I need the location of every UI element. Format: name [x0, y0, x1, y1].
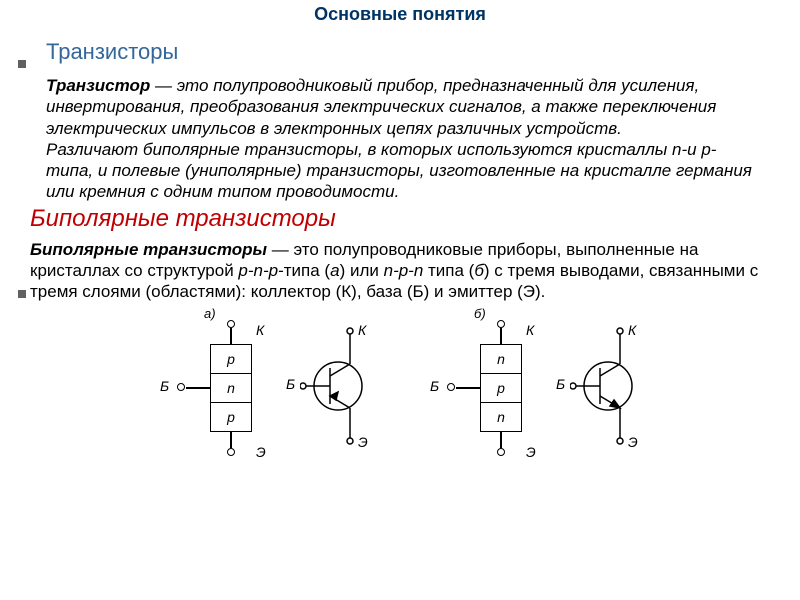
section-title: Транзисторы	[46, 39, 800, 65]
label-k: К	[256, 322, 264, 338]
pnp-symbol: К Б Э	[300, 326, 380, 456]
layer-stack: n p n	[480, 344, 522, 432]
tag-b: б)	[474, 306, 486, 321]
lead-line	[500, 432, 502, 448]
pnp-label: p-n-p	[238, 261, 278, 280]
bp-text-3: ) или	[340, 261, 384, 280]
label-k: К	[526, 322, 534, 338]
label-b: Б	[160, 378, 169, 394]
term-bipolar: Биполярные транзисторы	[30, 240, 267, 259]
npn-label: n-p-n	[384, 261, 424, 280]
tag-a: а)	[204, 306, 216, 321]
terminal-icon	[177, 383, 185, 391]
terminal-icon	[497, 448, 505, 456]
label-b: Б	[430, 378, 439, 394]
lead-line	[230, 328, 232, 344]
definition-paragraph: Транзистор — это полупроводниковый прибо…	[46, 75, 760, 139]
lead-line	[230, 432, 232, 448]
diagram-area: а) К p n p Б Э	[0, 290, 800, 510]
subheading: Биполярные транзисторы	[30, 205, 800, 233]
term-transistor: Транзистор	[46, 76, 150, 95]
types-paragraph: Различают биполярные транзисторы, в кото…	[46, 139, 760, 203]
bp-text-2: -типа (	[278, 261, 330, 280]
label-b: Б	[556, 376, 565, 392]
layer: n	[211, 374, 251, 403]
bullet-icon	[18, 60, 26, 68]
label-e: Э	[358, 434, 368, 450]
label-k: К	[628, 322, 636, 338]
npn-symbol: К Б Э	[570, 326, 650, 456]
label-b: Б	[286, 376, 295, 392]
layer: n	[481, 345, 521, 374]
label-e: Э	[526, 444, 536, 460]
pnp-symbol-svg	[300, 326, 380, 456]
terminal-icon	[497, 320, 505, 328]
page-header: Основные понятия	[0, 0, 800, 25]
layer: n	[481, 403, 521, 431]
terminal-icon	[227, 320, 235, 328]
b-label: б	[474, 261, 484, 280]
npn-stack: б) К n p n Б Э	[480, 320, 522, 456]
npn-symbol-svg	[570, 326, 650, 456]
label-e: Э	[628, 434, 638, 450]
bp-text-4: типа (	[423, 261, 474, 280]
terminal-icon	[227, 448, 235, 456]
lead-line	[456, 387, 480, 389]
label-k: К	[358, 322, 366, 338]
lead-line	[186, 387, 210, 389]
pnp-stack: а) К p n p Б Э	[210, 320, 252, 456]
lead-line	[500, 328, 502, 344]
label-e: Э	[256, 444, 266, 460]
layer-stack: p n p	[210, 344, 252, 432]
layer: p	[481, 374, 521, 403]
a-label: а	[330, 261, 339, 280]
layer: p	[211, 345, 251, 374]
terminal-icon	[447, 383, 455, 391]
layer: p	[211, 403, 251, 431]
